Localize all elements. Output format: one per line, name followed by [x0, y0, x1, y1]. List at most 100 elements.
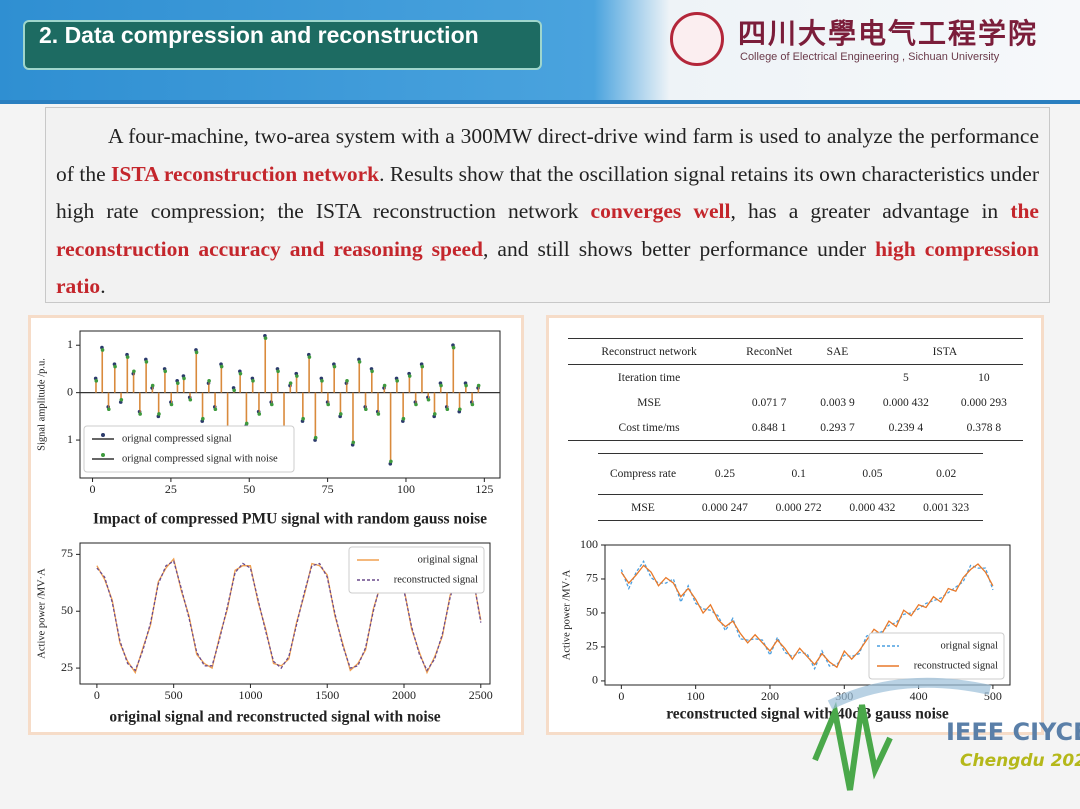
stem-marker [138, 412, 142, 416]
stem-marker [376, 412, 381, 416]
x-tick-label: 25 [165, 482, 177, 496]
stem-marker [257, 412, 262, 416]
y-tick-label: 75 [586, 571, 598, 585]
stem-marker [219, 364, 224, 369]
header: 2. Data compression and reconstruction 四… [0, 0, 1080, 104]
y-tick-label: 25 [61, 660, 73, 674]
stem-marker [364, 407, 368, 412]
y-tick-label: 50 [61, 603, 73, 617]
stem-marker [407, 374, 412, 378]
stem-marker [276, 369, 280, 374]
stem-marker [119, 397, 124, 402]
highlight-text: ISTA reconstruction network [111, 161, 380, 186]
table: Reconstruct network ReconNet SAE ISTA Iterat… [568, 338, 1023, 441]
slide-title: 2. Data compression and reconstruction [25, 22, 540, 68]
stem-marker [100, 348, 105, 352]
highlight-text: the reconstruction accuracy and reasonin… [56, 199, 1039, 261]
stem-marker [94, 378, 99, 383]
stem-marker [414, 402, 418, 407]
stem-marker [439, 383, 443, 388]
y-tick-label: 0 [592, 673, 598, 687]
stem-marker [370, 369, 374, 374]
stem-marker [244, 421, 249, 426]
x-tick-label: 1500 [315, 688, 339, 702]
stem-marker [351, 440, 356, 445]
table-cell: Iteration time [617, 371, 681, 384]
table: Compress rate 0.25 0.1 0.05 0.02 MSE 0.000 247… [598, 453, 983, 521]
stem-marker [326, 402, 331, 407]
y-tick-label: 75 [61, 546, 73, 560]
table-cell: 0.25 [714, 468, 735, 480]
table-cell: 0.378 8 [966, 421, 1002, 434]
legend-label: orignal compressed signal [122, 433, 232, 444]
x-tick-label: 50 [243, 482, 255, 496]
stem-marker [238, 371, 243, 376]
stem-marker [232, 388, 236, 393]
stem-marker [107, 407, 111, 412]
table-cell: MSE [637, 396, 661, 409]
stem-marker [345, 378, 349, 383]
stem-marker [389, 459, 393, 464]
table-row: Compress rate 0.25 0.1 0.05 0.02 [598, 454, 983, 495]
header-cell: SAE [826, 345, 849, 358]
footer-logo: IEEE CIYCEE [946, 718, 1080, 746]
stem-marker [332, 364, 337, 369]
table-cell: 0.000 432 [882, 396, 929, 409]
stem-marker [125, 355, 130, 359]
stem-marker [401, 416, 406, 421]
table-cell: 0.02 [936, 468, 957, 480]
stem-marker [426, 397, 431, 402]
stem-marker [169, 402, 174, 407]
highlight-text: high compression ratio [56, 236, 1039, 299]
x-tick-label: 400 [910, 689, 928, 703]
stem-marker [144, 360, 149, 364]
table-row: Iteration time 5 10 [568, 365, 1023, 391]
table-cell: 0.000 247 [701, 501, 748, 514]
table-cell: 0.848 1 [751, 421, 787, 434]
header-cell: ISTA [932, 345, 958, 358]
stem-marker [338, 412, 343, 416]
stem-marker [157, 412, 161, 416]
table-row: MSE 0.071 7 0.003 9 0.000 432 0.000 293 [568, 390, 1023, 415]
x-tick-label: 1000 [238, 688, 262, 702]
x-tick-label: 125 [475, 482, 493, 496]
footer-logo-wave [812, 701, 893, 791]
y-tick-label: 1 [67, 432, 73, 446]
y-tick-label: 25 [586, 639, 598, 653]
footer-city: Chengdu 2023 [960, 751, 1080, 771]
chart-caption: Impact of compressed PMU signal with ran… [93, 511, 487, 528]
intro-text: A four-machine, two-area system with a 3… [45, 107, 1050, 303]
legend-label: original signal [418, 554, 478, 565]
stem-marker [213, 407, 218, 412]
stem-marker [476, 383, 481, 388]
footer-logo-arc [827, 677, 992, 710]
stem-marker [464, 383, 468, 388]
legend-label: orignal compressed signal with noise [122, 453, 278, 464]
y-axis-label: Active power /MV·A [36, 568, 47, 659]
stem-marker [301, 416, 305, 421]
stem-marker [313, 435, 318, 440]
logo-cn: 四川大學电气工程学院 [738, 17, 1039, 50]
chart-caption: original signal and reconstructed signal… [109, 709, 440, 726]
y-tick-label: 0 [67, 384, 73, 398]
stem-marker [113, 364, 117, 369]
table-cell: 0.000 432 [849, 501, 896, 514]
x-tick-label: 200 [761, 689, 779, 703]
table-cell: MSE [631, 501, 655, 514]
x-tick-label: 0 [618, 689, 624, 703]
stem-marker [182, 376, 186, 381]
table-cell: Compress rate [609, 468, 677, 480]
logo-seal [670, 12, 724, 66]
legend-marker [101, 453, 105, 457]
stem-marker [470, 402, 475, 407]
legend-box [83, 425, 295, 473]
table-cell: 0.293 7 [820, 421, 855, 434]
table-row: MSE 0.000 247 0.000 272 0.000 432 0.001 323 [598, 495, 983, 521]
legend-label: reconstructed signal [394, 574, 478, 585]
logo-en: College of Electrical Engineering , Sich… [740, 51, 1000, 63]
series-line [620, 559, 994, 671]
table-cell: 10 [978, 371, 990, 384]
text-segment: . Results show that the oscillation sign… [56, 161, 1039, 224]
table-cell: 5 [902, 371, 909, 384]
x-tick-label: 2500 [469, 688, 493, 702]
